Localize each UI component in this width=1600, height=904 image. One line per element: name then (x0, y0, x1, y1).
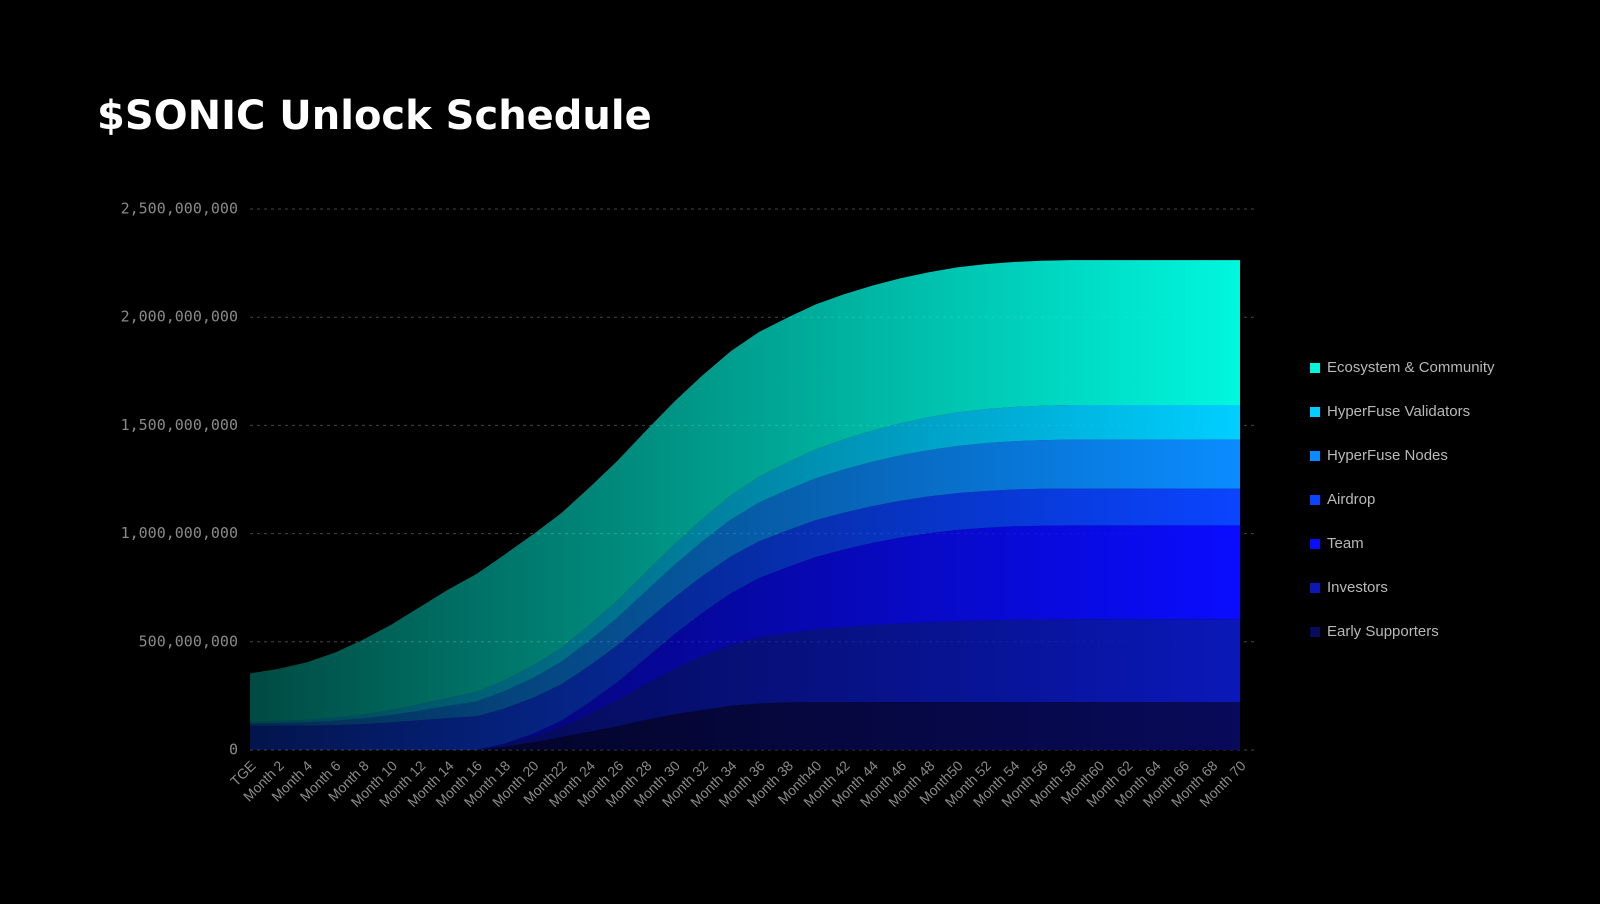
chart-title: $SONIC Unlock Schedule (97, 93, 652, 139)
area (250, 260, 1240, 722)
y-tick-label: 0 (229, 741, 238, 759)
y-tick-label: 1,500,000,000 (121, 416, 238, 434)
y-tick-label: 500,000,000 (139, 632, 238, 650)
y-tick-label: 2,000,000,000 (121, 308, 238, 326)
y-tick-label: 1,000,000,000 (121, 524, 238, 542)
area (250, 405, 1240, 724)
area (250, 701, 1240, 750)
area (250, 488, 1240, 750)
area (250, 619, 1240, 750)
legend-label: Airdrop (1327, 491, 1375, 508)
legend-label: Investors (1327, 579, 1388, 596)
legend-label: Team (1327, 535, 1364, 552)
area (250, 525, 1240, 750)
legend-label: HyperFuse Validators (1327, 403, 1470, 420)
legend-swatch (1310, 583, 1320, 593)
legend-swatch (1310, 407, 1320, 417)
legend-swatch (1310, 627, 1320, 637)
legend-swatch (1310, 495, 1320, 505)
area (250, 439, 1240, 726)
legend-label: HyperFuse Nodes (1327, 447, 1448, 464)
legend-label: Ecosystem & Community (1327, 359, 1495, 376)
legend-swatch (1310, 451, 1320, 461)
legend-swatch (1310, 363, 1320, 373)
y-tick-label: 2,500,000,000 (121, 200, 238, 218)
legend-swatch (1310, 539, 1320, 549)
legend-label: Early Supporters (1327, 623, 1439, 640)
